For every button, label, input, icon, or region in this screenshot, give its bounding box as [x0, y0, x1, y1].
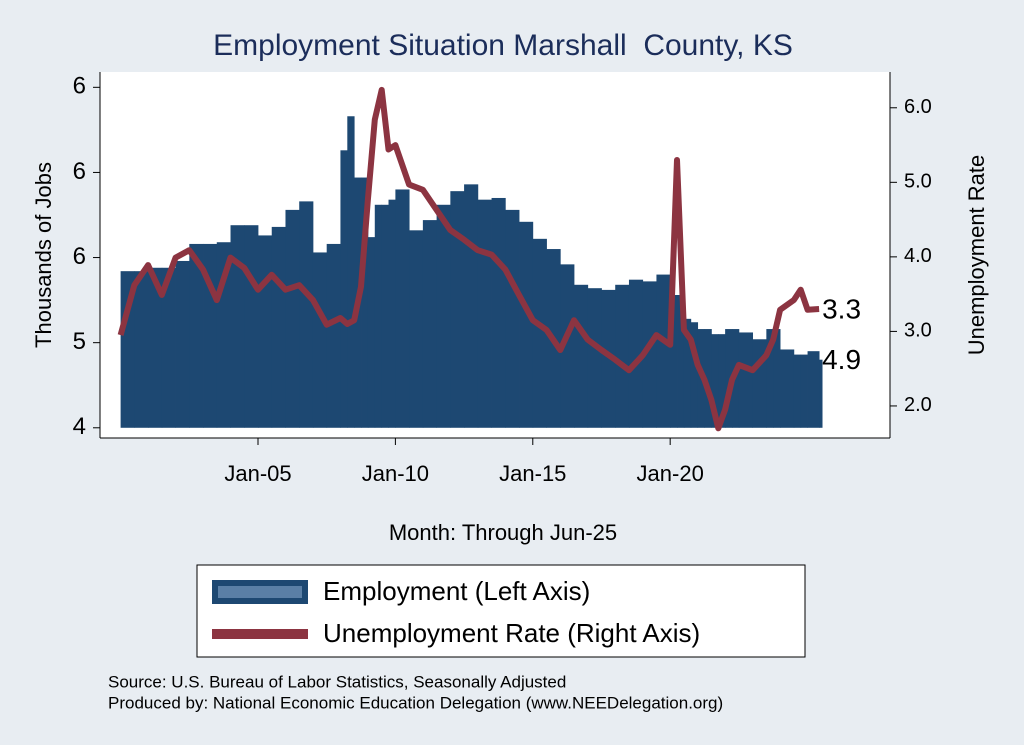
bar [312, 252, 328, 428]
end-value-label: 3.3 [822, 293, 861, 324]
bar [340, 150, 348, 428]
y2-tick-label: 5.0 [904, 171, 932, 193]
bar [807, 351, 820, 428]
bar [347, 116, 355, 428]
bar [718, 334, 726, 428]
bar [738, 332, 754, 428]
bar [491, 197, 506, 428]
y-tick-label: 4 [73, 413, 86, 440]
bar [519, 221, 534, 428]
bar [374, 204, 383, 428]
x-tick-label: Jan-15 [499, 461, 566, 486]
bar [148, 267, 163, 428]
x-tick-label: Jan-10 [362, 461, 429, 486]
bar [725, 329, 733, 428]
bar [450, 191, 465, 428]
bar [189, 243, 204, 428]
bar [711, 334, 719, 428]
bar [690, 322, 699, 428]
y-tick-label: 5 [73, 328, 86, 355]
bar [134, 271, 149, 428]
bar [161, 267, 176, 428]
y-tick-label: 6 [73, 73, 86, 100]
y2-tick-label: 6.0 [904, 96, 932, 118]
y2-axis-label: Unemployment Rate [964, 155, 989, 356]
end-value-label: 4.9 [822, 344, 861, 375]
bar [388, 199, 396, 428]
producer-note: Produced by: National Economic Education… [108, 693, 723, 712]
line [117, 86, 820, 432]
bar [587, 288, 602, 428]
bar [656, 274, 671, 428]
bar [800, 354, 808, 428]
bar [326, 243, 341, 428]
bar [285, 209, 300, 428]
bar [574, 284, 589, 428]
bar [361, 177, 369, 428]
legend-label: Unemployment Rate (Right Axis) [323, 618, 700, 648]
bar [642, 281, 657, 428]
legend-swatch-inner [218, 586, 302, 598]
bar [628, 279, 644, 428]
bar [793, 354, 802, 428]
bar [367, 237, 376, 428]
bar [436, 204, 451, 428]
bar [422, 220, 438, 428]
y2-tick-label: 3.0 [904, 320, 932, 342]
bar [299, 201, 314, 428]
y2-tick-label: 2.0 [904, 394, 932, 416]
bar [258, 235, 273, 428]
bar [505, 209, 520, 428]
source-note: Source: U.S. Bureau of Labor Statistics,… [108, 672, 566, 691]
bar [683, 318, 692, 428]
bar [395, 189, 410, 428]
bar [532, 238, 547, 428]
legend-label: Employment (Left Axis) [323, 576, 590, 606]
bar [244, 225, 259, 428]
bar [120, 271, 135, 428]
chart-title: Employment Situation Marshall County, KS [213, 29, 793, 62]
bar [477, 199, 492, 428]
y2-tick-label: 4.0 [904, 245, 932, 267]
bar [464, 184, 479, 428]
bar [381, 204, 389, 428]
bar [677, 295, 685, 428]
bar [766, 329, 774, 428]
bar [773, 329, 781, 428]
bar [271, 226, 286, 428]
x-tick-label: Jan-20 [637, 461, 704, 486]
bar [560, 264, 575, 428]
y-tick-label: 6 [73, 243, 86, 270]
bar [409, 230, 424, 428]
bar [704, 329, 712, 428]
y-tick-label: 6 [73, 158, 86, 185]
bar [601, 289, 616, 428]
bar [780, 349, 795, 428]
bar [230, 225, 245, 428]
x-axis-label: Month: Through Jun-25 [389, 520, 617, 545]
x-tick-label: Jan-05 [224, 461, 291, 486]
bar [615, 284, 630, 428]
bar [670, 295, 678, 428]
bar [175, 260, 190, 428]
bar [819, 359, 823, 428]
y-axis-label: Thousands of Jobs [31, 162, 56, 348]
